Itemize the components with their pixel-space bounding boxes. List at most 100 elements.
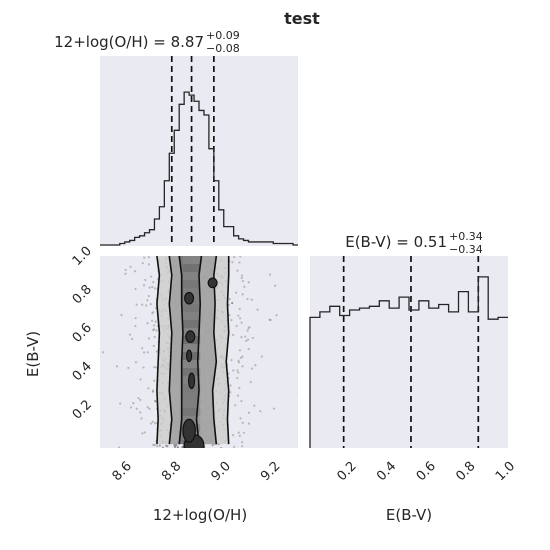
sample-point [152, 344, 155, 348]
density-peak [182, 418, 196, 443]
sample-point [241, 279, 245, 283]
sample-point [238, 434, 241, 438]
density-bin [182, 256, 201, 264]
sample-point [148, 286, 151, 289]
contour-line-inner [178, 256, 184, 445]
sample-point [140, 417, 143, 420]
x-tick-label: 0.4 [374, 459, 399, 484]
sample-point [254, 364, 257, 367]
sample-point [246, 338, 250, 341]
sample-point [247, 281, 250, 284]
density-bin [182, 344, 201, 352]
sample-point [147, 337, 151, 340]
sample-point [119, 402, 122, 405]
sample-point [152, 443, 155, 447]
sample-point [143, 431, 146, 434]
sample-point [141, 303, 144, 306]
panel-title-sub: −0.34 [449, 243, 483, 256]
sample-point [141, 262, 144, 265]
sample-point [131, 337, 134, 341]
panel-title-sub: −0.08 [206, 42, 240, 55]
sample-point [238, 261, 241, 264]
sample-point [154, 320, 157, 323]
panel-title-main: 12+log(O/H) = 8.87 [54, 33, 204, 51]
sample-point [146, 299, 149, 302]
sample-point [237, 359, 240, 362]
x-tick-label: 0.2 [335, 459, 360, 484]
sample-point [229, 391, 232, 394]
y-tick-label: 0.6 [70, 321, 95, 346]
sample-point [144, 278, 147, 282]
density-peak [184, 291, 195, 305]
sample-point [173, 445, 177, 448]
y-tick-label: 0.4 [70, 359, 95, 384]
sample-point [241, 421, 244, 424]
histogram-step [309, 276, 508, 448]
sample-point [161, 446, 165, 448]
sample-point [241, 365, 244, 368]
x-axis-label: E(B-V) [386, 506, 432, 524]
sample-point [249, 381, 252, 384]
sample-point [151, 420, 154, 423]
sample-point [297, 391, 298, 394]
panel-top-left: 12+log(O/H) = 8.87 +0.09 −0.08 [54, 29, 298, 246]
sample-point [242, 431, 245, 434]
sample-point [238, 307, 241, 311]
sample-point [233, 445, 236, 448]
sample-point [155, 329, 158, 332]
sample-point [251, 367, 254, 370]
sample-point [146, 406, 149, 409]
sample-point [274, 284, 277, 287]
sample-point [211, 444, 214, 447]
sample-point [240, 321, 243, 324]
sample-point [134, 361, 138, 364]
density-bin [182, 304, 201, 312]
sample-point [142, 351, 146, 354]
sample-point [153, 335, 156, 339]
x-tick-labels: 0.2 0.4 0.6 0.8 1.0 [335, 459, 519, 484]
sample-point [152, 328, 156, 331]
sample-point [229, 384, 232, 387]
density-bin [182, 320, 201, 328]
sample-point [241, 355, 244, 358]
sample-point [151, 285, 154, 289]
density-bin [182, 280, 201, 288]
sample-point [152, 281, 155, 284]
sample-point [240, 336, 243, 339]
sample-point [173, 443, 176, 446]
density-peak [188, 372, 196, 390]
sample-point [231, 261, 234, 264]
density-peak [186, 349, 193, 363]
sample-point [147, 263, 151, 266]
sample-point [149, 303, 152, 306]
sample-point [139, 411, 142, 414]
density-bin [182, 272, 201, 280]
x-tick-labels: 8.6 8.8 9.0 9.2 [110, 459, 284, 484]
sample-point [243, 285, 246, 288]
contour-line-outer [156, 256, 161, 445]
panel-title-sup: +0.34 [449, 230, 483, 243]
sample-point [147, 256, 150, 259]
density-bin [182, 288, 201, 296]
sample-point [141, 347, 144, 350]
sample-point [240, 274, 244, 277]
sample-point [175, 444, 178, 447]
density-bin [182, 360, 201, 368]
sample-point [269, 318, 272, 322]
sample-point [227, 303, 231, 307]
sample-point [153, 379, 156, 382]
sample-point [134, 317, 137, 320]
sample-point [240, 276, 243, 280]
histogram-step [100, 91, 298, 246]
density-bin [182, 312, 201, 320]
sample-point [236, 394, 240, 397]
sample-point [239, 256, 242, 258]
sample-point [228, 298, 231, 301]
sample-point [241, 293, 244, 296]
sample-point [155, 366, 158, 369]
sample-point [115, 365, 119, 368]
sample-point [151, 319, 154, 322]
sample-point [241, 441, 244, 444]
y-tick-label: 1.0 [70, 244, 95, 269]
